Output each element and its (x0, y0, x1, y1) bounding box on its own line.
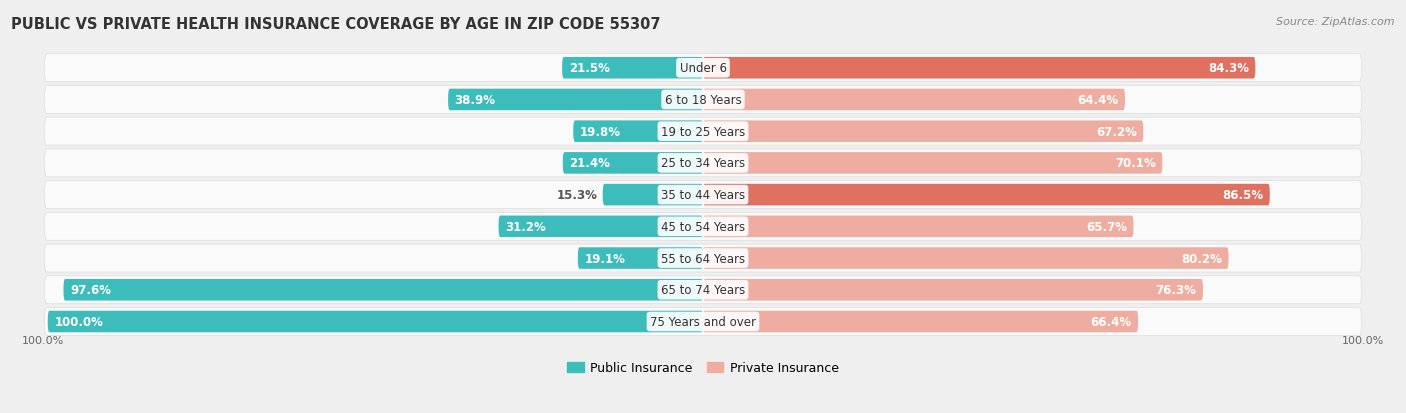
FancyBboxPatch shape (45, 244, 1361, 272)
Text: 64.4%: 64.4% (1077, 94, 1118, 107)
Legend: Public Insurance, Private Insurance: Public Insurance, Private Insurance (567, 361, 839, 374)
Text: 67.2%: 67.2% (1095, 126, 1137, 138)
FancyBboxPatch shape (703, 121, 1143, 142)
Text: 100.0%: 100.0% (21, 335, 63, 345)
FancyBboxPatch shape (48, 311, 703, 332)
Text: 65 to 74 Years: 65 to 74 Years (661, 284, 745, 297)
Text: Source: ZipAtlas.com: Source: ZipAtlas.com (1277, 17, 1395, 26)
Text: 45 to 54 Years: 45 to 54 Years (661, 220, 745, 233)
Text: 97.6%: 97.6% (70, 284, 111, 297)
Text: 80.2%: 80.2% (1181, 252, 1222, 265)
Text: 66.4%: 66.4% (1091, 315, 1132, 328)
FancyBboxPatch shape (703, 90, 1125, 111)
Text: 21.5%: 21.5% (568, 62, 610, 75)
FancyBboxPatch shape (562, 153, 703, 174)
FancyBboxPatch shape (703, 248, 1229, 269)
Text: 76.3%: 76.3% (1156, 284, 1197, 297)
Text: 100.0%: 100.0% (55, 315, 103, 328)
Text: 19.1%: 19.1% (585, 252, 626, 265)
Text: 100.0%: 100.0% (1343, 335, 1385, 345)
Text: 6 to 18 Years: 6 to 18 Years (665, 94, 741, 107)
Text: 21.4%: 21.4% (569, 157, 610, 170)
FancyBboxPatch shape (45, 86, 1361, 114)
FancyBboxPatch shape (45, 150, 1361, 178)
FancyBboxPatch shape (45, 213, 1361, 241)
FancyBboxPatch shape (703, 311, 1137, 332)
Text: 35 to 44 Years: 35 to 44 Years (661, 189, 745, 202)
Text: 38.9%: 38.9% (454, 94, 496, 107)
FancyBboxPatch shape (45, 181, 1361, 209)
FancyBboxPatch shape (703, 58, 1256, 79)
Text: 19 to 25 Years: 19 to 25 Years (661, 126, 745, 138)
FancyBboxPatch shape (703, 153, 1163, 174)
Text: 55 to 64 Years: 55 to 64 Years (661, 252, 745, 265)
Text: 84.3%: 84.3% (1208, 62, 1249, 75)
Text: 15.3%: 15.3% (557, 189, 598, 202)
FancyBboxPatch shape (578, 248, 703, 269)
FancyBboxPatch shape (562, 58, 703, 79)
FancyBboxPatch shape (63, 279, 703, 301)
Text: 65.7%: 65.7% (1085, 220, 1128, 233)
Text: 31.2%: 31.2% (505, 220, 546, 233)
Text: 86.5%: 86.5% (1222, 189, 1263, 202)
Text: PUBLIC VS PRIVATE HEALTH INSURANCE COVERAGE BY AGE IN ZIP CODE 55307: PUBLIC VS PRIVATE HEALTH INSURANCE COVER… (11, 17, 661, 31)
FancyBboxPatch shape (449, 90, 703, 111)
FancyBboxPatch shape (703, 184, 1270, 206)
Text: 19.8%: 19.8% (579, 126, 621, 138)
FancyBboxPatch shape (45, 308, 1361, 336)
Text: Under 6: Under 6 (679, 62, 727, 75)
FancyBboxPatch shape (45, 118, 1361, 146)
FancyBboxPatch shape (603, 184, 703, 206)
FancyBboxPatch shape (703, 279, 1204, 301)
Text: 25 to 34 Years: 25 to 34 Years (661, 157, 745, 170)
FancyBboxPatch shape (45, 55, 1361, 83)
Text: 75 Years and over: 75 Years and over (650, 315, 756, 328)
FancyBboxPatch shape (499, 216, 703, 237)
FancyBboxPatch shape (45, 276, 1361, 304)
FancyBboxPatch shape (703, 216, 1133, 237)
Text: 70.1%: 70.1% (1115, 157, 1156, 170)
FancyBboxPatch shape (574, 121, 703, 142)
